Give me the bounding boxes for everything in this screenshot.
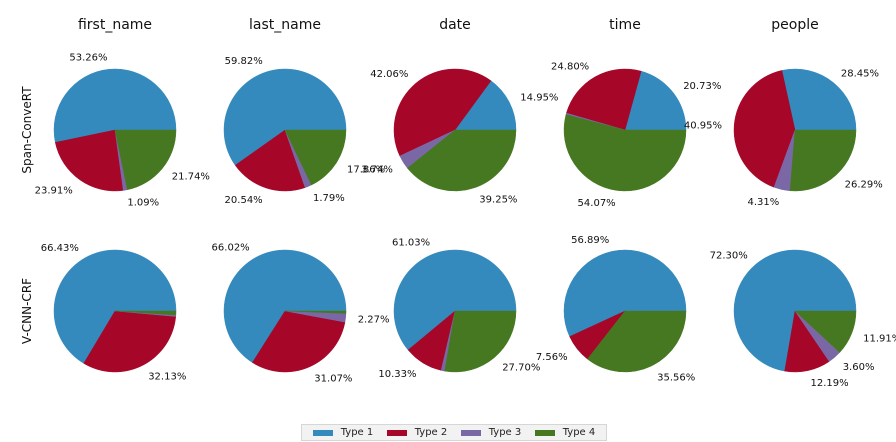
pie-label-span-convert-first-name-type3: 1.09% [127,198,159,209]
legend-label: Type 1 [340,427,374,438]
pie-slice-span-convert-last-name-type1 [223,68,347,166]
pie-slice-v-cnn-crf-time-type4 [587,310,687,373]
legend-swatch [386,429,407,436]
pie-slice-span-convert-first-name-type4 [114,129,177,191]
pie-slice-span-convert-first-name-type2 [54,129,124,192]
pie-label-v-cnn-crf-people-type4: 11.91% [863,333,896,344]
pie-label-v-cnn-crf-date-type4: 27.70% [502,363,540,374]
pie-label-span-convert-date-type4: 39.25% [479,195,517,206]
pie-slice-v-cnn-crf-first-name-type2 [83,310,177,373]
legend-item-type2: Type 2 [386,427,448,438]
pie-label-v-cnn-crf-people-type3: 3.60% [843,362,875,373]
pie-label-span-convert-time-type4: 54.07% [578,198,616,209]
pie-label-span-convert-people-type1: 28.45% [841,68,879,79]
pie-slice-v-cnn-crf-last-name-type4 [284,310,347,314]
pie-label-v-cnn-crf-first-name-type2: 32.13% [148,372,186,383]
pie-label-span-convert-last-name-type3: 1.79% [313,193,345,204]
pie-label-v-cnn-crf-date-type1: 61.03% [392,238,430,249]
pie-label-v-cnn-crf-people-type1: 72.30% [710,251,748,262]
column-title-last-name: last_name [249,17,321,33]
pie-label-v-cnn-crf-time-type4: 35.56% [657,372,695,383]
pie-label-v-cnn-crf-first-name-type1: 66.43% [41,243,79,254]
pie-label-v-cnn-crf-last-name-type3: 2.27% [358,315,390,326]
pie-label-span-convert-first-name-type2: 23.91% [35,185,73,196]
legend-item-type1: Type 1 [312,427,374,438]
pie-label-v-cnn-crf-last-name-type1: 66.02% [212,242,250,253]
pie-slice-v-cnn-crf-first-name-type4 [114,310,177,316]
pie-slice-v-cnn-crf-date-type4 [444,310,517,373]
pie-slice-v-cnn-crf-last-name-type2 [252,310,346,373]
column-title-date: date [439,17,471,33]
pie-label-v-cnn-crf-last-name-type2: 31.07% [314,374,352,385]
pie-slice-span-convert-date-type1 [454,80,517,131]
column-title-first-name: first_name [78,17,152,33]
pie-slice-v-cnn-crf-first-name-type1 [53,249,177,364]
legend-label: Type 3 [488,427,522,438]
pie-label-span-convert-people-type3: 4.31% [748,197,780,208]
legend-label: Type 4 [562,427,596,438]
legend-swatch [534,429,555,436]
pie-slice-span-convert-first-name-type1 [53,68,177,143]
pie-slice-v-cnn-crf-people-type4 [794,310,857,353]
pie-slice-span-convert-time-type2 [566,68,642,131]
pie-slice-span-convert-people-type1 [781,68,857,131]
legend-swatch [312,429,333,436]
legend-item-type4: Type 4 [534,427,596,438]
pie-label-span-convert-date-type1: 14.95% [520,92,558,103]
column-title-time: time [609,17,641,33]
chart-legend: Type 1 Type 2 Type 3 Type 4 [301,424,607,441]
legend-label: Type 2 [414,427,448,438]
row-title-span-convert: Span-ConveRT [20,86,34,174]
pie-slice-v-cnn-crf-last-name-type1 [223,249,347,363]
pie-label-span-convert-first-name-type4: 21.74% [172,172,210,183]
legend-swatch [460,429,481,436]
pie-slice-v-cnn-crf-time-type1 [563,249,687,337]
pie-label-v-cnn-crf-time-type2: 7.56% [536,352,568,363]
row-title-v-cnn-crf: V-CNN-CRF [20,278,34,344]
legend-item-type3: Type 3 [460,427,522,438]
pie-label-v-cnn-crf-time-type1: 56.89% [571,235,609,246]
pie-label-span-convert-date-type3: 3.74% [361,164,393,175]
pie-slice-span-convert-date-type4 [407,129,517,192]
pie-label-span-convert-time-type2: 24.80% [551,62,589,73]
pie-label-span-convert-last-name-type2: 20.54% [225,195,263,206]
pie-slice-span-convert-people-type4 [789,129,857,192]
pie-label-span-convert-people-type4: 26.29% [845,179,883,190]
pie-label-span-convert-people-type2: 40.95% [684,121,722,132]
pie-slice-v-cnn-crf-date-type1 [393,249,517,351]
pie-label-span-convert-last-name-type1: 59.82% [225,56,263,67]
pie-slice-span-convert-date-type2 [393,68,492,157]
pie-slice-v-cnn-crf-people-type1 [733,249,857,372]
pie-label-span-convert-last-name-type4: 17.86% [347,164,385,175]
pie-slice-span-convert-people-type2 [733,70,796,188]
pie-slice-span-convert-time-type1 [624,70,687,131]
pie-label-span-convert-date-type2: 42.06% [370,69,408,80]
pie-label-v-cnn-crf-date-type2: 10.33% [378,369,416,380]
pie-slice-span-convert-last-name-type2 [234,129,306,192]
pie-label-span-convert-time-type1: 20.73% [683,81,721,92]
pie-label-v-cnn-crf-people-type2: 12.19% [811,378,849,389]
pie-slice-span-convert-last-name-type4 [284,129,347,186]
pie-slice-span-convert-time-type4 [563,114,687,192]
column-title-people: people [771,17,818,33]
pie-label-span-convert-first-name-type1: 53.26% [69,53,107,64]
